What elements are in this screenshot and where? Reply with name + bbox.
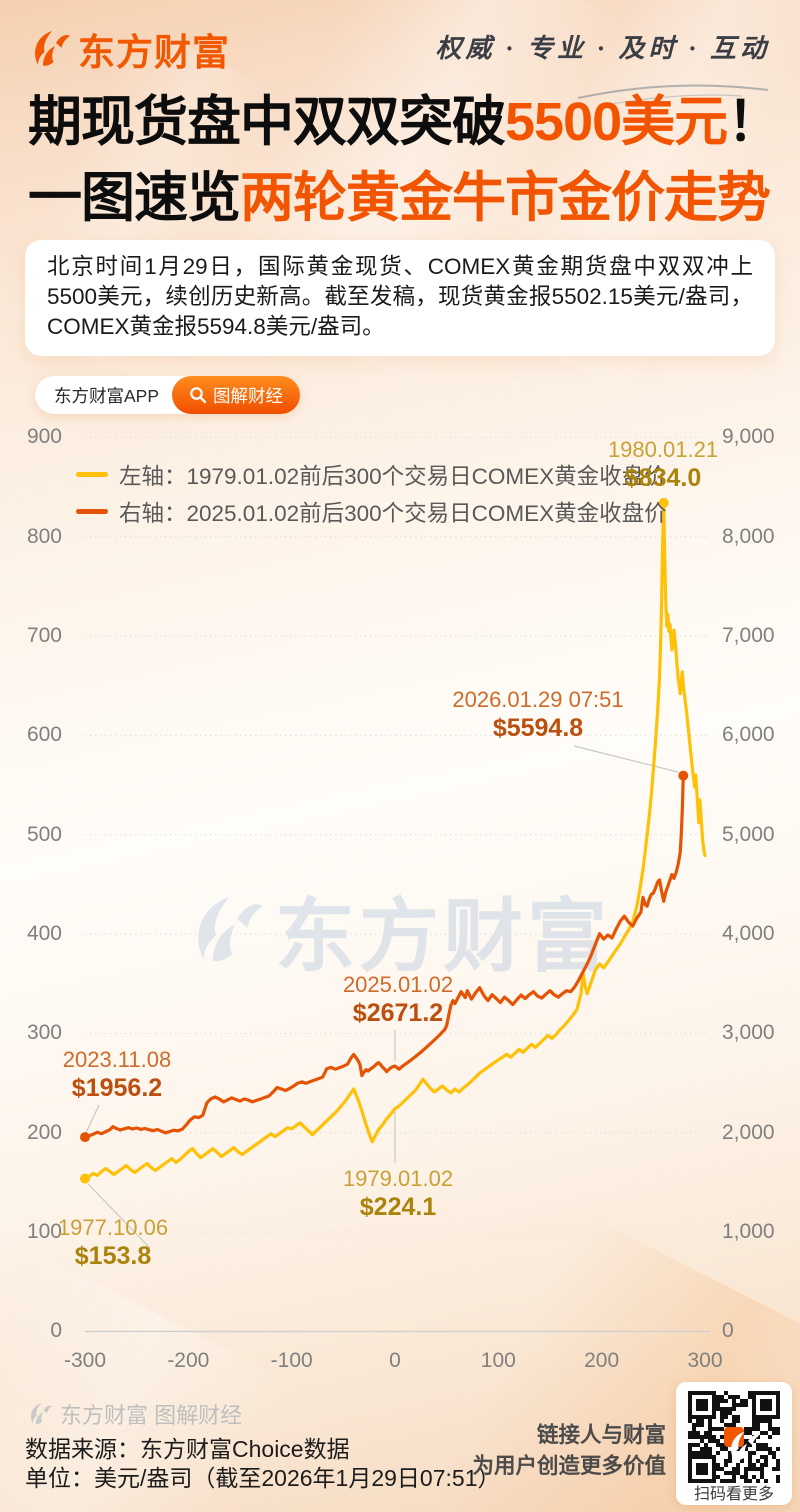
title-text: 一图速览 bbox=[28, 168, 241, 228]
app-badge[interactable]: 东方财富APP bbox=[54, 385, 160, 406]
title-line-1: 期现货盘中双双突破5500美元！ bbox=[28, 84, 792, 160]
header: 东方财富 权威 · 专业 · 及时 · 互动 bbox=[30, 20, 772, 105]
gold-price-chart bbox=[80, 436, 710, 1333]
brand-slogan: 权威 · 专业 · 及时 · 互动 bbox=[435, 34, 770, 63]
search-icon bbox=[190, 387, 207, 404]
column-badge[interactable]: 图解财经 bbox=[172, 376, 301, 414]
title-text: ！ bbox=[727, 92, 781, 152]
badge-group: 东方财富APP 图解财经 bbox=[35, 376, 301, 414]
title-highlight: 两轮黄金牛市金价走势 bbox=[240, 168, 771, 228]
legend-dash-2025 bbox=[76, 509, 108, 514]
footer-slogan-line1: 链接人与财富 bbox=[536, 1423, 666, 1447]
title-line-2: 一图速览两轮黄金牛市金价走势 bbox=[28, 160, 792, 236]
legend-label-1979: 左轴：1979.01.02前后300个交易日COMEX黄金收盘价 bbox=[119, 463, 667, 489]
legend-label-2025: 右轴：2025.01.02前后300个交易日COMEX黄金收盘价 bbox=[119, 500, 667, 526]
qr-pattern-icon bbox=[688, 1391, 780, 1483]
page-title: 期现货盘中双双突破5500美元！ 一图速览两轮黄金牛市金价走势 bbox=[28, 84, 792, 236]
footer-watermark-text: 东方财富 图解财经 bbox=[60, 1403, 243, 1428]
brand-logo: 东方财富 bbox=[30, 22, 230, 76]
brand-name: 东方财富 bbox=[78, 32, 230, 73]
qr-caption: 扫码看更多 bbox=[693, 1486, 774, 1503]
summary-card: 北京时间1月29日，国际黄金现货、COMEX黄金期货盘中双双冲上5500美元，续… bbox=[25, 240, 775, 356]
chart-legend: 左轴：1979.01.02前后300个交易日COMEX黄金收盘价 右轴：2025… bbox=[76, 456, 667, 530]
data-source-line: 数据来源：东方财富Choice数据 bbox=[25, 1436, 350, 1462]
flame-icon bbox=[28, 1402, 52, 1426]
footer-slogan: 链接人与财富 为用户创造更多价值 bbox=[472, 1420, 666, 1482]
swoosh-underline-icon bbox=[577, 84, 769, 105]
unit-line: 单位：美元/盎司（截至2026年1月29日07:51） bbox=[25, 1465, 501, 1491]
flame-icon bbox=[30, 29, 70, 69]
qr-code[interactable]: 扫码看更多 bbox=[676, 1382, 792, 1505]
watermark-text: 东方财富 bbox=[275, 892, 611, 981]
legend-dash-1979 bbox=[76, 472, 108, 477]
footer-slogan-line2: 为用户创造更多价值 bbox=[472, 1454, 666, 1478]
legend-row-1979: 左轴：1979.01.02前后300个交易日COMEX黄金收盘价 bbox=[76, 456, 667, 493]
chart-watermark: 东方财富 bbox=[189, 872, 611, 988]
title-highlight: 5500美元 bbox=[505, 92, 728, 152]
legend-row-2025: 右轴：2025.01.02前后300个交易日COMEX黄金收盘价 bbox=[76, 493, 667, 530]
column-badge-label: 图解财经 bbox=[213, 385, 284, 406]
title-text: 期现货盘中双双突破 bbox=[28, 92, 506, 152]
footer-watermark: 东方财富 图解财经 bbox=[28, 1398, 242, 1430]
